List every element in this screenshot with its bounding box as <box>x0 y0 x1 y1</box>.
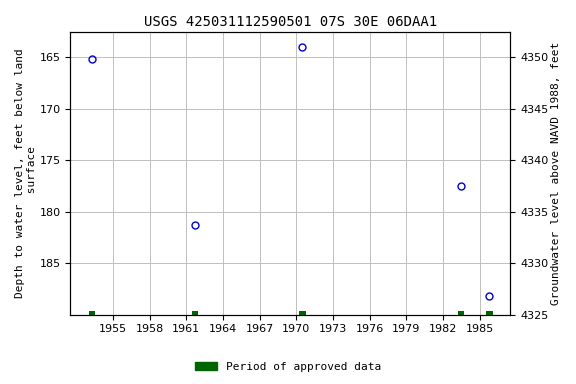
Y-axis label: Groundwater level above NAVD 1988, feet: Groundwater level above NAVD 1988, feet <box>551 41 561 305</box>
Bar <box>192 311 198 315</box>
Title: USGS 425031112590501 07S 30E 06DAA1: USGS 425031112590501 07S 30E 06DAA1 <box>143 15 437 29</box>
Legend: Period of approved data: Period of approved data <box>191 358 385 377</box>
Bar <box>458 311 464 315</box>
Y-axis label: Depth to water level, feet below land
 surface: Depth to water level, feet below land su… <box>15 48 37 298</box>
Bar <box>486 311 492 315</box>
Bar <box>89 311 95 315</box>
Bar <box>300 311 305 315</box>
